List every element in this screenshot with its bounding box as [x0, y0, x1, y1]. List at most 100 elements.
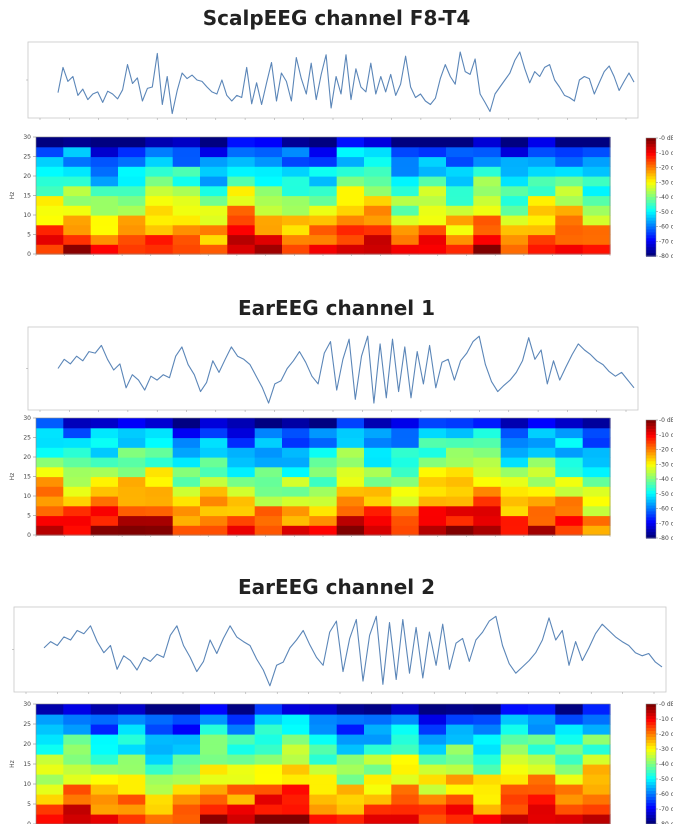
spectrogram-cell: [336, 814, 365, 824]
spectrogram-cell: [528, 515, 556, 526]
spectrogram-cell: [418, 156, 447, 167]
spectrogram-cell: [227, 457, 256, 468]
spectrogram-cell: [582, 724, 611, 735]
spectrogram-cell: [145, 714, 174, 725]
spectrogram-cell: [145, 156, 174, 167]
spectrogram-cell: [63, 447, 92, 458]
spectrogram-cell: [446, 724, 474, 735]
spectrogram-cell: [227, 496, 256, 507]
spectrogram-cell: [200, 176, 228, 187]
spectrogram-cell: [118, 166, 146, 177]
spectrogram-cell: [282, 176, 310, 187]
spectrogram-cell: [555, 244, 584, 255]
spectrogram-cell: [145, 166, 174, 177]
spectrogram-cell: [582, 714, 611, 725]
spectrogram-cell: [172, 804, 201, 815]
colorbar-segment: [646, 161, 656, 166]
spectrogram-cell: [227, 146, 256, 158]
spectrogram-cell: [391, 734, 420, 745]
spectrogram-cell: [36, 754, 64, 765]
spectrogram-cell: [364, 814, 392, 824]
spectrogram-cell: [200, 185, 228, 197]
colorbar-segment: [646, 428, 656, 433]
spectrogram-cell: [500, 724, 529, 735]
spectrogram-cell: [118, 176, 146, 187]
colorbar-segment: [646, 449, 656, 454]
colorbar-tick-label: -80 dB: [659, 821, 673, 824]
colorbar-segment: [646, 217, 656, 222]
spectrogram-cell: [500, 476, 529, 487]
spectrogram-cell: [555, 437, 584, 448]
spectrogram-cell: [582, 447, 611, 458]
colorbar-segment: [646, 194, 656, 198]
spectrogram-cell: [227, 774, 256, 785]
colorbar-segment: [646, 455, 656, 459]
spectrogram-cell: [118, 525, 146, 536]
spectrogram-cell: [582, 744, 611, 755]
spectrogram-cell: [254, 166, 283, 177]
spectrogram-cell: [446, 244, 474, 255]
spectrogram-cell: [118, 244, 146, 255]
spectrogram-cell: [418, 804, 447, 815]
spectrogram-cell: [63, 146, 92, 158]
spectrogram-cell: [172, 794, 201, 805]
colorbar-tick-label: -10 dB: [659, 716, 673, 723]
spectrogram-cell: [118, 457, 146, 468]
spectrogram-cell: [473, 754, 502, 765]
colorbar-segment: [646, 205, 656, 210]
spectrogram-cell: [418, 774, 447, 785]
spectrogram-cell: [473, 215, 502, 226]
spectrogram-cell: [90, 146, 119, 158]
spectrogram-cell: [473, 457, 502, 468]
spectrogram-cell: [500, 804, 529, 815]
spectrogram-cell: [418, 146, 447, 158]
spectrogram-cell: [200, 224, 228, 236]
colorbar-segment: [646, 167, 656, 172]
spectrogram-cell: [500, 418, 529, 429]
spectrogram-cell: [145, 137, 174, 148]
spectrogram-cell: [528, 418, 556, 429]
colorbar-segment: [646, 155, 656, 160]
colorbar-segment: [646, 188, 656, 192]
spectrogram-cell: [336, 754, 365, 765]
spectrogram-cell: [227, 486, 256, 497]
colorbar-segment: [646, 199, 656, 204]
spectrogram-cell: [528, 764, 556, 775]
spectrogram-cell: [254, 476, 283, 487]
spectrogram-cell: [36, 185, 64, 197]
spectrogram-cell: [473, 515, 502, 526]
colorbar-segment: [646, 514, 656, 518]
spectrogram-cell: [282, 156, 310, 167]
spectrogram-y-tick-label: 5: [27, 232, 31, 239]
spectrogram-cell: [336, 166, 365, 177]
spectrogram-cell: [446, 176, 474, 187]
colorbar-segment: [646, 143, 656, 148]
spectrogram-cell: [227, 447, 256, 458]
spectrogram-cell: [582, 215, 611, 226]
spectrogram-cell: [145, 185, 174, 197]
spectrogram-cell: [418, 525, 447, 536]
spectrogram-cell: [36, 804, 64, 815]
spectrogram-cell: [145, 525, 174, 536]
colorbar-segment: [646, 791, 656, 795]
colorbar-segment: [646, 238, 656, 242]
spectrogram-cell: [473, 205, 502, 216]
spectrogram-cell: [446, 704, 474, 715]
spectrogram-cell: [90, 466, 119, 478]
spectrogram-cell: [254, 794, 283, 805]
spectrogram-cell: [528, 447, 556, 458]
colorbar-segment: [646, 728, 656, 732]
spectrogram-cell: [500, 496, 529, 507]
spectrogram-cell: [63, 814, 92, 824]
spectrogram-cell: [172, 137, 201, 148]
spectrogram-cell: [172, 814, 201, 824]
spectrogram-cell: [446, 505, 474, 517]
colorbar-segment: [646, 437, 656, 442]
spectrogram-cell: [555, 185, 584, 197]
spectrogram-cell: [555, 457, 584, 468]
spectrogram-cell: [528, 457, 556, 468]
spectrogram-cell: [200, 466, 228, 478]
colorbar-segment: [646, 461, 656, 465]
spectrogram-cell: [90, 764, 119, 775]
